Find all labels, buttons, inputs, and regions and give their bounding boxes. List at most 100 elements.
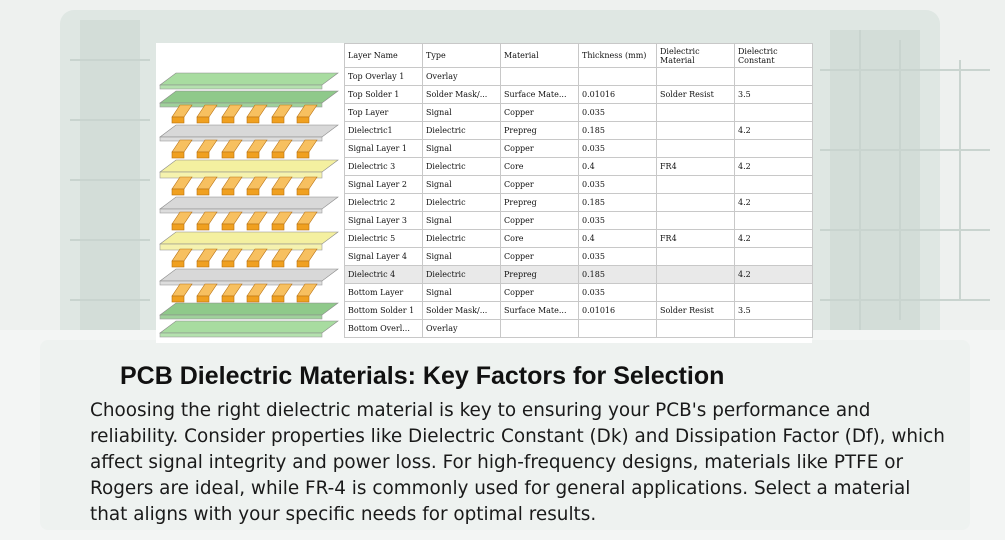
table-cell: 0.185 (578, 121, 657, 140)
layer-stack-table: Layer Name Type Material Thickness (mm) … (344, 43, 813, 338)
table-cell: Signal Layer 2 (344, 175, 423, 194)
table-row[interactable]: Bottom Solder 1 Solder Mask/... Surface Ma… (344, 301, 813, 320)
table-cell: 0.185 (578, 265, 657, 284)
col-header-material: Material (500, 43, 579, 68)
table-cell (656, 265, 735, 284)
table-cell: Dielectric 3 (344, 157, 423, 176)
table-cell: Bottom Layer (344, 283, 423, 302)
table-cell: Copper (500, 211, 579, 230)
page-title: PCB Dielectric Materials: Key Factors fo… (120, 362, 725, 390)
table-row[interactable]: Bottom Overl... Overlay (344, 319, 813, 338)
dielectric-layer (159, 268, 339, 286)
table-header-row: Layer Name Type Material Thickness (mm) … (344, 43, 813, 68)
table-cell (656, 139, 735, 158)
table-row[interactable]: Signal Layer 4 Signal Copper 0.035 (344, 247, 813, 266)
table-cell: Dielectric1 (344, 121, 423, 140)
copper-pads (171, 283, 318, 303)
stackup-panel: Layer Name Type Material Thickness (mm) … (156, 43, 813, 343)
table-cell: FR4 (656, 157, 735, 176)
table-cell: Prepreg (500, 193, 579, 212)
table-cell: Overlay (422, 67, 501, 86)
table-row[interactable]: Dielectric 2 Dielectric Prepreg 0.185 4.2 (344, 193, 813, 212)
table-cell: 0.01016 (578, 301, 657, 320)
table-cell: 4.2 (734, 229, 813, 248)
table-row[interactable]: Dielectric 3 Dielectric Core 0.4 FR4 4.2 (344, 157, 813, 176)
dielectric-layer (159, 124, 339, 142)
table-row[interactable]: Dielectric1 Dielectric Prepreg 0.185 4.2 (344, 121, 813, 140)
table-row[interactable]: Dielectric 4 Dielectric Prepreg 0.185 4.2 (344, 265, 813, 284)
table-cell (734, 139, 813, 158)
table-cell (734, 283, 813, 302)
table-cell: Signal (422, 283, 501, 302)
table-cell: Dielectric (422, 229, 501, 248)
table-row[interactable]: Signal Layer 3 Signal Copper 0.035 (344, 211, 813, 230)
table-cell: 3.5 (734, 85, 813, 104)
table-row[interactable]: Dielectric 5 Dielectric Core 0.4 FR4 4.2 (344, 229, 813, 248)
col-header-type: Type (422, 43, 501, 68)
table-cell: Prepreg (500, 121, 579, 140)
table-cell: 0.035 (578, 211, 657, 230)
col-header-thickness: Thickness (mm) (578, 43, 657, 68)
table-cell: Dielectric (422, 193, 501, 212)
copper-pads (171, 248, 318, 268)
table-cell (656, 211, 735, 230)
table-cell: 0.035 (578, 103, 657, 122)
layer-stackup-diagram (159, 72, 339, 338)
table-cell: Signal (422, 175, 501, 194)
table-cell (734, 211, 813, 230)
table-cell: 4.2 (734, 157, 813, 176)
table-cell: 0.185 (578, 193, 657, 212)
table-cell: 0.4 (578, 229, 657, 248)
table-cell: Solder Resist (656, 85, 735, 104)
copper-pads (171, 176, 318, 196)
col-header-layer-name: Layer Name (344, 43, 423, 68)
table-cell: Solder Mask/... (422, 85, 501, 104)
table-cell (734, 175, 813, 194)
table-cell: Top Overlay 1 (344, 67, 423, 86)
top-solder-layer (159, 90, 339, 108)
copper-pads (171, 139, 318, 159)
article-body: Choosing the right dielectric material i… (90, 400, 945, 525)
table-cell (578, 67, 657, 86)
table-cell (734, 247, 813, 266)
table-cell: 0.035 (578, 139, 657, 158)
top-overlay-layer (159, 72, 339, 90)
table-cell (656, 67, 735, 86)
table-cell: Signal Layer 3 (344, 211, 423, 230)
table-cell: Surface Mate... (500, 85, 579, 104)
copper-pads (171, 211, 318, 231)
table-cell: Signal (422, 211, 501, 230)
table-row[interactable]: Top Overlay 1 Overlay (344, 67, 813, 86)
table-row[interactable]: Signal Layer 2 Signal Copper 0.035 (344, 175, 813, 194)
col-header-dielectric-material: Dielectric Material (656, 43, 735, 68)
table-cell: Core (500, 157, 579, 176)
copper-pads (171, 104, 318, 124)
table-cell: Copper (500, 139, 579, 158)
table-cell: 3.5 (734, 301, 813, 320)
table-cell: Copper (500, 283, 579, 302)
table-row[interactable]: Bottom Layer Signal Copper 0.035 (344, 283, 813, 302)
table-cell: 0.035 (578, 247, 657, 266)
table-cell (656, 103, 735, 122)
table-cell: Copper (500, 175, 579, 194)
table-cell (734, 103, 813, 122)
table-cell (656, 175, 735, 194)
table-cell: 4.2 (734, 265, 813, 284)
table-cell (656, 283, 735, 302)
table-cell: Dielectric (422, 157, 501, 176)
table-cell: Signal (422, 247, 501, 266)
table-cell: Dielectric 5 (344, 229, 423, 248)
table-cell: Solder Mask/... (422, 301, 501, 320)
table-cell: 4.2 (734, 193, 813, 212)
dielectric-layer (159, 196, 339, 214)
table-cell (734, 67, 813, 86)
table-row[interactable]: Top Solder 1 Solder Mask/... Surface Mate.… (344, 85, 813, 104)
table-row[interactable]: Signal Layer 1 Signal Copper 0.035 (344, 139, 813, 158)
table-cell (500, 319, 579, 338)
table-cell: Dielectric (422, 121, 501, 140)
table-cell (500, 67, 579, 86)
table-cell: Core (500, 229, 579, 248)
table-row[interactable]: Top Layer Signal Copper 0.035 (344, 103, 813, 122)
table-cell: 0.035 (578, 175, 657, 194)
table-cell: Top Solder 1 (344, 85, 423, 104)
